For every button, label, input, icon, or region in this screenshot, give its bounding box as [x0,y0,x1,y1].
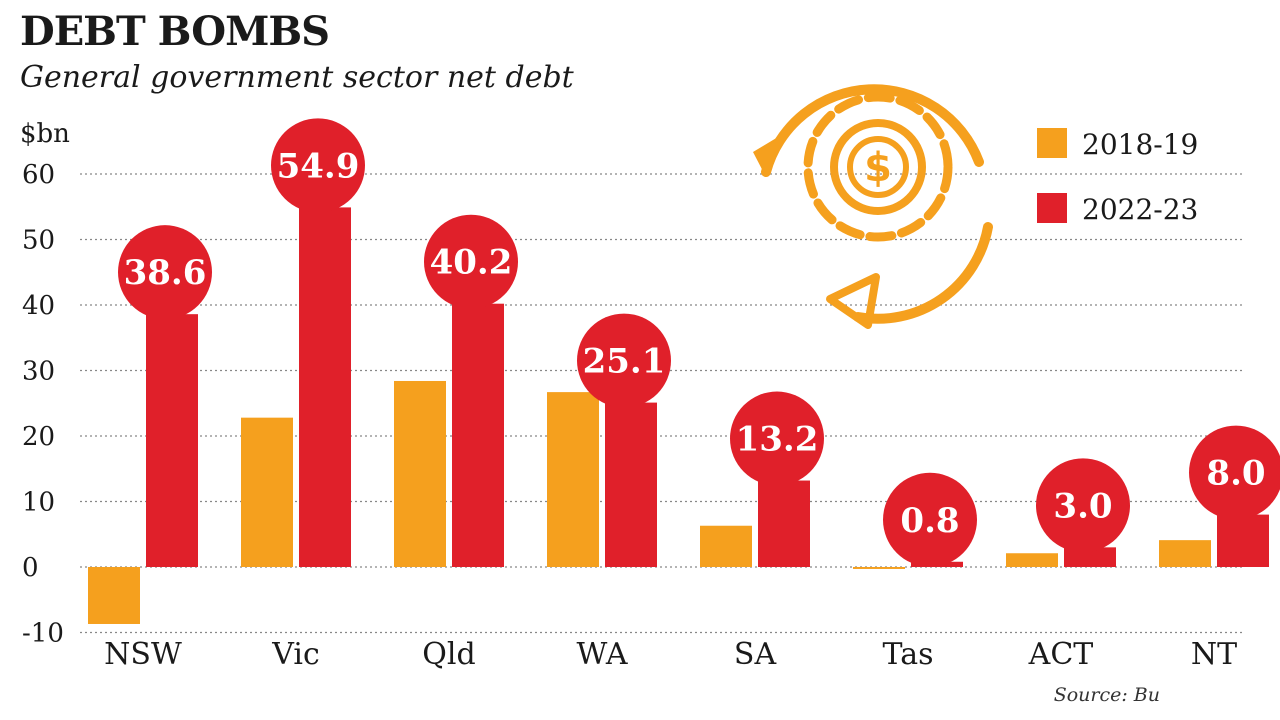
y-tick-label: -10 [22,619,64,649]
category-label-nsw: NSW [104,637,182,672]
value-bubble-act [1036,458,1130,553]
category-label-wa: WA [576,637,627,672]
y-tick-label: 60 [22,160,55,190]
bar-sa-2018-19 [700,525,752,567]
y-tick-label: 20 [22,422,55,452]
bar-vic-2022-23 [299,207,351,567]
y-tick-label: 40 [22,291,55,321]
value-bubble-nt [1189,425,1280,520]
category-label-vic: Vic [271,637,320,672]
bars-layer [88,207,1269,624]
y-tick-label: 0 [22,553,39,583]
bar-nsw-2022-23 [146,314,198,567]
value-label-nt: 8.0 [1206,454,1265,494]
value-bubble-sa [730,391,824,486]
bar-sa-2022-23 [758,480,810,567]
category-label-tas: Tas [883,637,934,672]
legend-swatch-2018-19 [1037,128,1067,158]
category-label-qld: Qld [422,637,475,672]
value-bubble-vic [271,118,365,213]
value-bubble-qld [424,214,518,309]
legend-swatch-2022-23 [1037,193,1067,223]
y-tick-label: 50 [22,226,55,256]
legend: 2018-19 2022-23 [1037,128,1198,226]
category-labels-layer: NSW Vic Qld WA SA Tas ACT NT [104,637,1237,672]
svg-text:$: $ [864,145,892,191]
bar-qld-2022-23 [452,303,504,567]
value-bubble-wa [577,313,671,408]
value-label-vic: 54.9 [277,146,360,186]
y-axis-label: $bn [20,119,70,149]
value-label-sa: 13.2 [736,420,819,460]
value-label-wa: 25.1 [583,342,666,382]
bar-nsw-2018-19 [88,567,140,624]
value-bubbles-layer: 38.6 54.9 40.2 25.1 13.2 0.8 3.0 8.0 [118,118,1280,567]
y-tick-label: 30 [22,357,55,387]
y-tick-layer: 60 50 40 30 20 10 0 -10 [22,160,64,649]
chart-title: DEBT BOMBS [20,8,330,55]
legend-label-2022-23: 2022-23 [1082,193,1198,226]
bar-act-2022-23 [1064,547,1116,567]
bar-tas-2018-19 [853,567,905,569]
value-bubble-tas [883,472,977,567]
category-label-act: ACT [1028,637,1094,672]
value-label-nsw: 38.6 [124,253,207,293]
money-gear-cycle-icon: $ [753,84,993,329]
bar-nt-2022-23 [1217,514,1269,567]
value-label-act: 3.0 [1053,486,1112,526]
bar-act-2018-19 [1006,553,1058,567]
source-note: Source: Bu [1053,684,1160,706]
bar-wa-2018-19 [547,392,599,567]
legend-label-2018-19: 2018-19 [1082,128,1198,161]
category-label-nt: NT [1191,637,1237,672]
bar-vic-2018-19 [241,417,293,567]
y-tick-label: 10 [22,488,55,518]
chart-subtitle: General government sector net debt [20,60,574,95]
value-label-qld: 40.2 [430,243,513,283]
bar-nt-2018-19 [1159,540,1211,567]
bar-wa-2022-23 [605,402,657,567]
value-label-tas: 0.8 [900,501,959,541]
value-bubble-nsw [118,225,212,320]
category-label-sa: SA [734,637,777,672]
bar-qld-2018-19 [394,380,446,567]
